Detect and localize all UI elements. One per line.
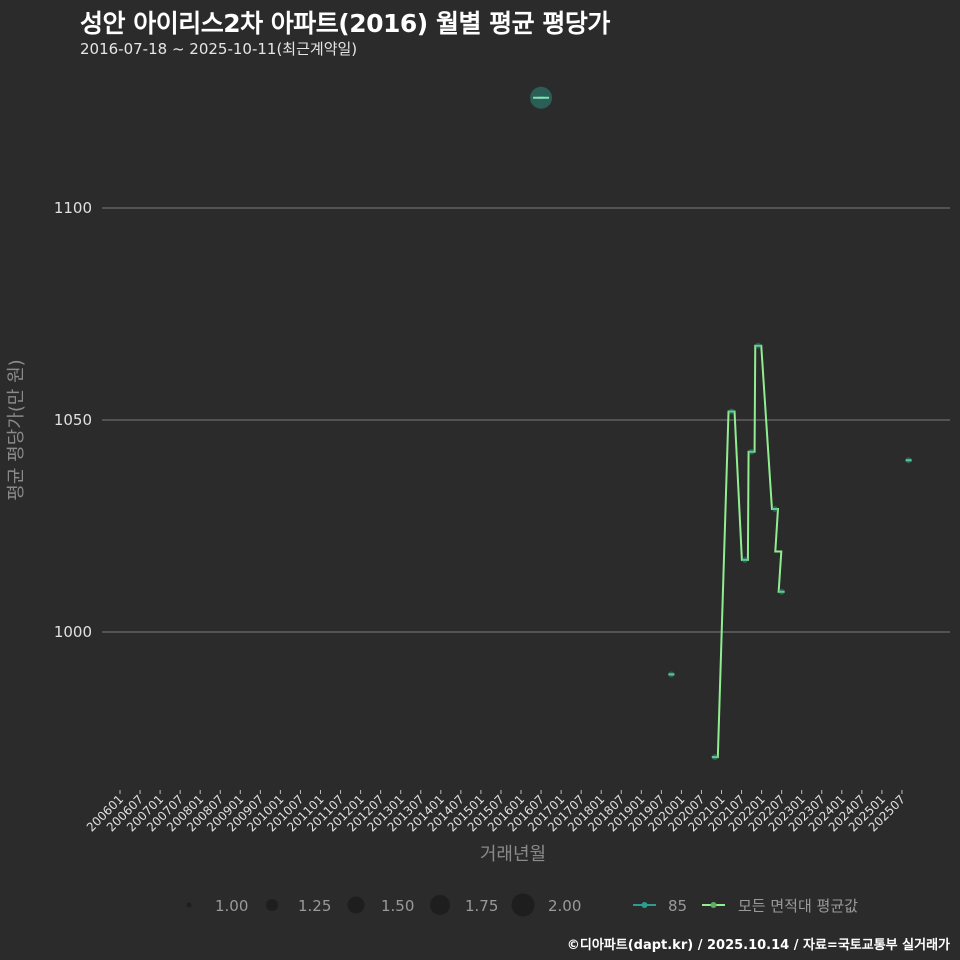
data-point xyxy=(668,671,675,678)
y-tick-label: 1100 xyxy=(54,199,92,217)
legend-85-label: 85 xyxy=(668,897,687,915)
size-legend-circle xyxy=(186,902,192,908)
data-point xyxy=(728,408,735,415)
x-axis-title: 거래년월 xyxy=(480,844,546,865)
average-line-segment xyxy=(711,344,785,759)
legend-85-dot-icon xyxy=(641,902,648,908)
size-legend-label: 1.00 xyxy=(215,897,248,915)
data-point xyxy=(741,556,748,563)
size-legend-label: 2.00 xyxy=(548,897,581,915)
legend-avg-dot-icon xyxy=(710,902,717,908)
y-axis-title: 평균 평당가(만 원) xyxy=(6,359,27,500)
x-axis-ticks: 2006012006072007012007072008012008072009… xyxy=(84,790,908,835)
legend: 1.00 1.25 1.50 1.75 2.00 85 모든 면적대 평균값 xyxy=(186,893,858,917)
size-legend-label: 1.75 xyxy=(465,897,498,915)
size-legend-circle xyxy=(347,896,365,914)
chart-title: 성안 아이리스2차 아파트(2016) 월별 평균 평당가 xyxy=(80,9,610,38)
data-point xyxy=(905,457,912,464)
y-tick-label: 1000 xyxy=(54,623,92,641)
size-legend-circle xyxy=(266,899,278,911)
y-axis-ticks: 1000 1050 1100 xyxy=(54,199,92,641)
data-point xyxy=(755,342,762,349)
legend-avg-label: 모든 면적대 평균값 xyxy=(738,897,858,915)
average-price-line xyxy=(538,96,912,759)
y-tick-label: 1050 xyxy=(54,411,92,429)
data-point xyxy=(748,448,755,455)
footer-credit: ©디아파트(dapt.kr) / 2025.10.14 / 자료=국토교통부 실… xyxy=(566,938,950,953)
size-legend-label: 1.50 xyxy=(381,897,414,915)
chart-subtitle: 2016-07-18 ~ 2025-10-11(최근계약일) xyxy=(80,40,358,58)
area-85-points xyxy=(530,86,912,761)
data-point xyxy=(778,588,785,595)
data-point xyxy=(711,754,718,761)
data-point xyxy=(771,506,778,513)
size-legend-circle xyxy=(511,893,535,917)
size-legend-circle xyxy=(430,895,450,915)
size-legend-label: 1.25 xyxy=(298,897,331,915)
y-gridlines xyxy=(102,207,950,633)
